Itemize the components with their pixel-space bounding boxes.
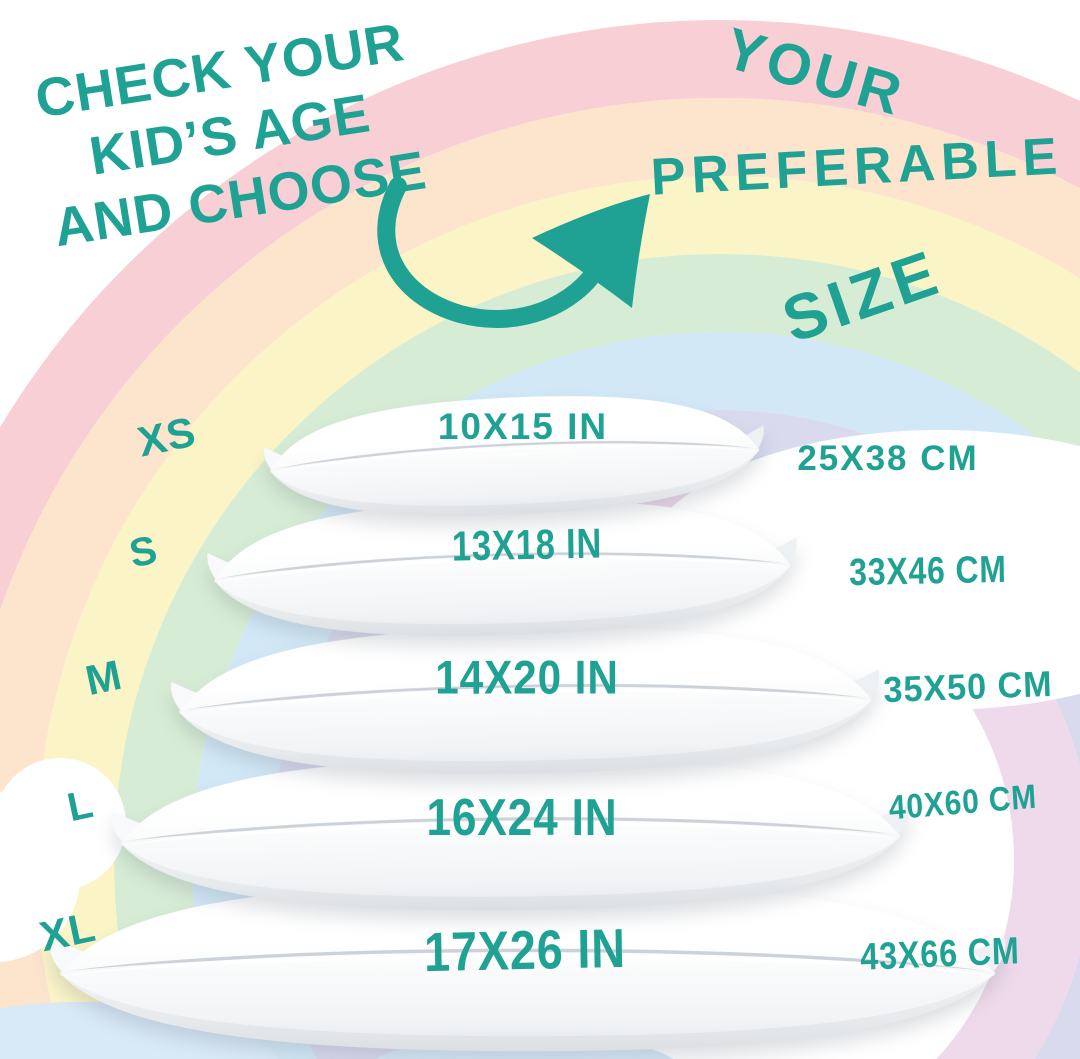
- cm-label-s: 33X46 CM: [848, 548, 1008, 595]
- rainbow-band-peach: [0, 98, 1080, 1059]
- rainbow-band-pink: [0, 20, 1080, 612]
- cm-label-m: 35X50 CM: [882, 662, 1054, 711]
- arrow-head: [532, 194, 650, 308]
- inches-label-xs: 10X15 IN: [437, 406, 609, 447]
- inches-label-xl: 17X26 IN: [423, 916, 627, 984]
- inches-label-l: 16X24 IN: [426, 789, 618, 847]
- cm-label-xs: 25X38 CM: [797, 439, 979, 478]
- pillow-xs: [260, 385, 769, 527]
- inches-label-s: 13X18 IN: [451, 519, 603, 570]
- inches-label-m: 14X20 IN: [435, 650, 619, 704]
- arrow-shaft: [377, 178, 609, 328]
- curved-arrow-icon: [377, 178, 650, 328]
- cm-label-xl: 43X66 CM: [859, 930, 1021, 979]
